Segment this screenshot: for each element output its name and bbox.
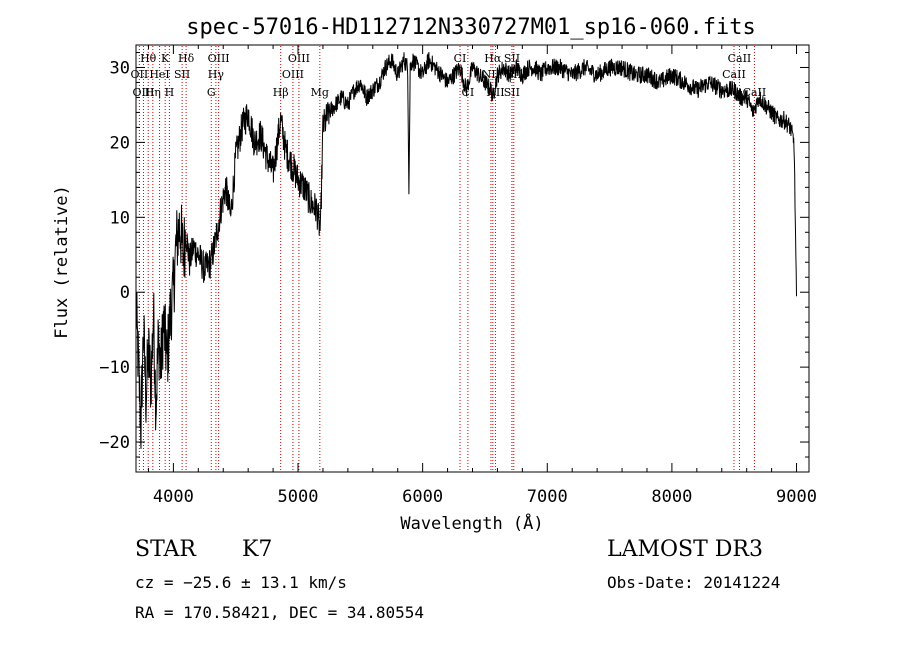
spectral-line-label: K <box>161 52 170 65</box>
spectral-line-label: H <box>165 86 175 99</box>
y-tick-label: 0 <box>120 283 130 303</box>
spectral-line-label: Hα <box>484 52 502 65</box>
spectral-line-label: G <box>207 86 216 99</box>
spectral-line-label: Hβ <box>273 86 289 99</box>
x-tick-label: 4000 <box>153 487 194 507</box>
spectral-line-label: OIII <box>282 68 304 81</box>
spectral-line-label: Hθ <box>140 52 157 65</box>
flux-series <box>135 52 797 449</box>
y-tick-label: 30 <box>110 58 130 78</box>
spectral-line-label: CaII <box>728 52 752 65</box>
spectral-line-label: CI <box>454 52 467 65</box>
chart-title: spec-57016-HD112712N330727M01_sp16-060.f… <box>186 15 756 40</box>
y-tick-label: 20 <box>110 133 130 153</box>
spectral-line-label: CaII <box>722 68 746 81</box>
spectral-line-label: Hγ <box>208 68 225 81</box>
redshift-info: cz = −25.6 ± 13.1 km/s <box>135 573 347 592</box>
spectral-line-label: OIII <box>208 52 230 65</box>
x-tick-label: 9000 <box>776 487 817 507</box>
object-subclass: K7 <box>242 537 273 562</box>
y-axis-label: Flux (relative) <box>52 185 72 339</box>
spectral-line-label: Mg <box>311 86 329 99</box>
spectral-line-label: Hδ <box>178 52 195 65</box>
x-tick-label: 8000 <box>651 487 692 507</box>
x-tick-label: 5000 <box>278 487 319 507</box>
x-axis-label: Wavelength (Å) <box>400 512 543 534</box>
spectral-line-label: OIII <box>288 52 310 65</box>
spectral-line-label: SII <box>504 86 520 99</box>
axes: 4000 5000 6000 7000 8000 9000 −20 −10 0 10 20 30 <box>99 45 817 507</box>
x-tick-label: 6000 <box>402 487 443 507</box>
spectral-line-label: Hη <box>145 86 161 99</box>
object-class: STAR <box>135 537 196 562</box>
y-tick-label: 10 <box>110 208 130 228</box>
flux-line <box>135 52 797 449</box>
coordinates: RA = 170.58421, DEC = 34.80554 <box>135 603 424 622</box>
x-tick-label: 7000 <box>527 487 568 507</box>
plot-frame <box>135 44 810 473</box>
spectral-line-label: SII <box>174 68 190 81</box>
spectral-line-label: OIII <box>132 86 154 99</box>
y-tick-label: −10 <box>99 358 130 378</box>
survey-label: LAMOST DR3 <box>607 537 763 562</box>
spectral-line-label: OII <box>131 68 149 81</box>
obs-date: Obs-Date: 20141224 <box>607 573 781 592</box>
spectral-line-label: HeI <box>149 68 169 81</box>
y-tick-label: −20 <box>99 433 130 453</box>
